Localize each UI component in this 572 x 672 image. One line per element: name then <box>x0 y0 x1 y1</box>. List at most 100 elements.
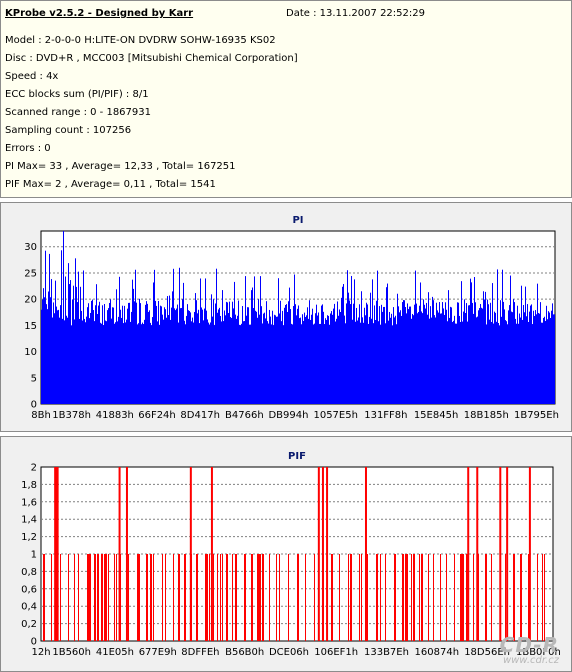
pi-bar <box>454 315 455 404</box>
pi-bar <box>344 315 345 404</box>
pi-bar <box>487 299 488 404</box>
pi-bar <box>182 299 183 404</box>
pi-bar <box>378 321 379 404</box>
pi-bar <box>434 315 435 404</box>
pif-spike <box>317 467 320 641</box>
pif-spike <box>506 467 509 641</box>
pi-bar <box>267 321 268 404</box>
pi-bar <box>59 317 60 404</box>
pi-bar <box>333 308 334 404</box>
y-tick-label: 2 <box>31 463 37 474</box>
pi-bar <box>408 309 409 404</box>
pi-bar <box>139 298 140 404</box>
pif-bar <box>537 554 538 641</box>
pi-bar <box>177 304 178 404</box>
y-tick-label: 0,8 <box>21 567 37 578</box>
pi-bar <box>486 324 487 404</box>
pi-bar <box>341 297 342 404</box>
x-tick-label: 1B795Eh <box>514 410 559 421</box>
pi-bar <box>217 312 218 404</box>
pi-bar <box>44 297 45 404</box>
pi-bar <box>209 324 210 404</box>
y-tick-label: 20 <box>24 295 37 306</box>
chart-title: PI <box>292 215 303 226</box>
pi-bar <box>315 313 316 404</box>
pi-bar <box>358 317 359 404</box>
pi-bar <box>285 305 286 404</box>
pi-bar <box>193 322 194 404</box>
pi-bar <box>148 311 149 404</box>
pi-bar <box>432 296 433 404</box>
pi-bar <box>183 282 184 404</box>
pif-spike <box>125 467 128 641</box>
pi-bar <box>418 311 419 404</box>
pi-bar <box>460 321 461 404</box>
pif-spike <box>364 467 367 641</box>
pif-bar <box>153 554 154 641</box>
pi-bar <box>455 323 456 404</box>
pi-bar <box>90 312 91 404</box>
pi-bar <box>398 306 399 404</box>
pi-bar <box>428 292 429 404</box>
pi-bar <box>493 323 494 404</box>
pi-bar <box>437 310 438 404</box>
pi-bar <box>548 311 549 404</box>
pi-bar <box>526 316 527 404</box>
pi-bar <box>155 300 156 404</box>
pi-bar <box>463 311 464 404</box>
pi-bar <box>544 316 545 404</box>
pi-bar <box>304 312 305 404</box>
pi-bar <box>466 303 467 404</box>
pi-bar <box>46 304 47 404</box>
pif-bar <box>279 554 280 641</box>
pi-bar <box>150 322 151 404</box>
pif-spike <box>528 467 531 641</box>
pi-bar <box>86 316 87 404</box>
pi-bar <box>522 319 523 404</box>
pi-bar <box>63 231 64 404</box>
pi-bar <box>247 307 248 404</box>
pi-bar <box>54 313 55 404</box>
pif-bar <box>297 554 299 641</box>
pi-bar <box>113 307 114 404</box>
pi-bar <box>385 323 386 404</box>
y-tick-label: 15 <box>24 321 37 332</box>
pi-bar <box>469 305 470 404</box>
pif-spike <box>189 467 192 641</box>
pi-bar <box>185 324 186 404</box>
pi-bar <box>494 311 495 404</box>
pi-bar <box>50 297 51 404</box>
pi-bar <box>380 324 381 404</box>
pif-bar <box>350 554 352 641</box>
pi-bar <box>412 313 413 404</box>
info-errors: Errors : 0 <box>5 143 51 154</box>
pi-bar <box>256 311 257 404</box>
watermark-url: www.cdr.cz <box>502 655 559 666</box>
pi-bar <box>399 312 400 404</box>
pi-bar <box>114 323 115 404</box>
pi-bar <box>476 317 477 404</box>
pi-bar <box>505 320 506 404</box>
pi-bar <box>41 309 42 404</box>
pi-bar <box>351 275 352 404</box>
pi-bar <box>95 305 96 404</box>
pi-bar <box>56 306 57 404</box>
pif-bar <box>251 554 252 641</box>
pi-bar <box>227 302 228 404</box>
pi-bar <box>258 299 259 404</box>
pi-bar <box>330 313 331 404</box>
x-tick-label: 66F24h <box>138 410 176 421</box>
y-tick-label: 1,4 <box>21 515 37 526</box>
info-pi-stats: PI Max= 33 , Average= 12,33 , Total= 167… <box>5 161 236 172</box>
pi-bar <box>51 279 52 404</box>
y-tick-label: 1,8 <box>21 480 37 491</box>
pif-bar <box>367 554 368 641</box>
watermark-logo: CD-R <box>499 633 559 657</box>
pi-bar <box>263 313 264 404</box>
pi-bar <box>117 321 118 404</box>
pi-bar <box>167 296 168 404</box>
pi-bar <box>255 310 256 404</box>
pi-bar <box>276 316 277 404</box>
pi-chart: PI 0 5 10 15 20 25 30 8Bh 1B378h 41883h 66F24h 8D417… <box>24 215 559 421</box>
info-sampling-count: Sampling count : 107256 <box>5 125 132 136</box>
